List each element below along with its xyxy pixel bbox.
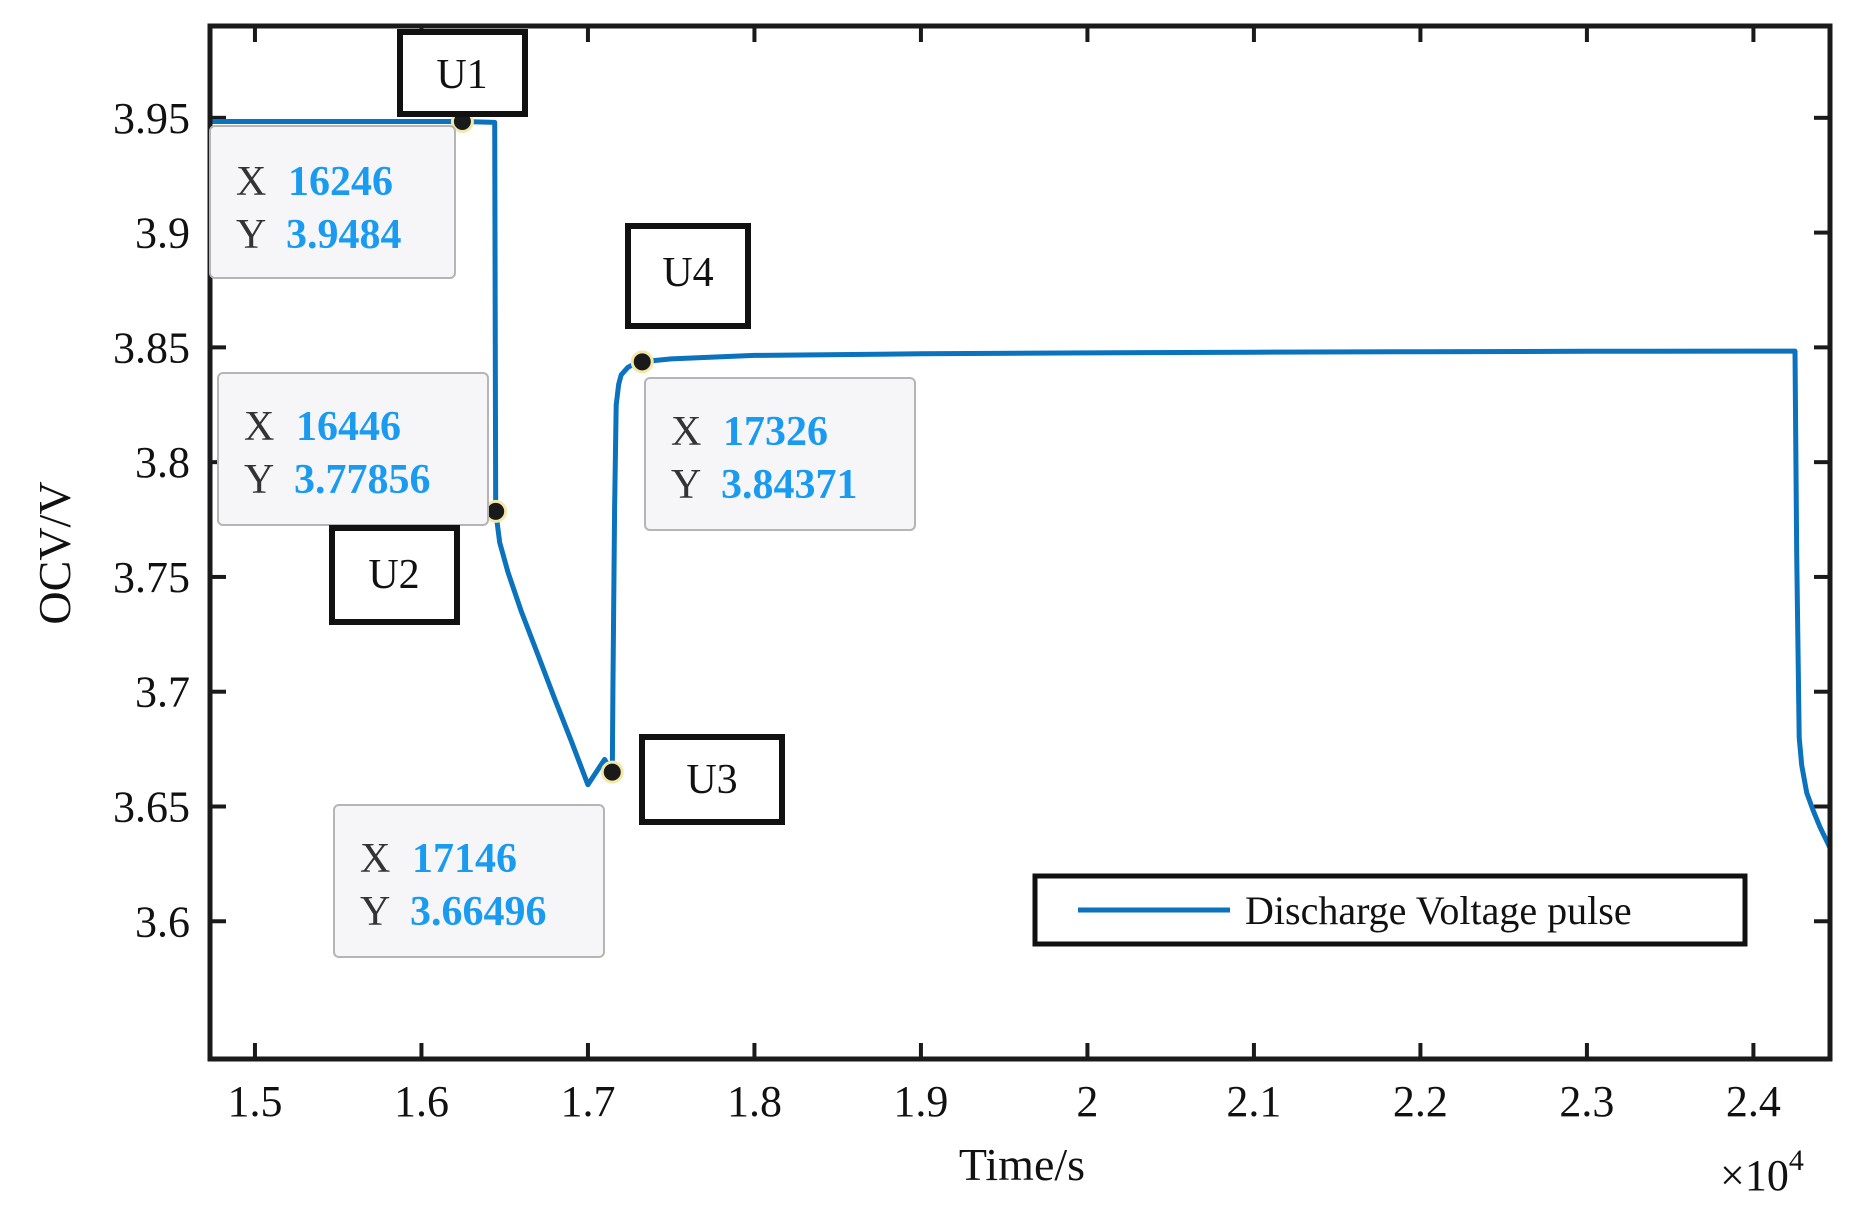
datatip-y-value: 3.66496 (410, 889, 547, 935)
datatip-x-value: 17146 (412, 836, 517, 882)
x-tick-label: 2.1 (1226, 1077, 1281, 1126)
label-box (329, 525, 460, 625)
datatip-x-value: 16246 (288, 159, 393, 205)
label-u2: U2 (329, 525, 460, 625)
axis-ticks: 1.5 1.6 1.7 1.8 1.9 2 2.1 2.2 2.3 2.4 3.6 3.65 3.7 3.… (113, 26, 1830, 1126)
y-tick-label: 3.85 (113, 323, 190, 372)
datatip-marker (630, 350, 654, 374)
datatip-u4: X 17326 Y 3.84371 (644, 377, 916, 531)
datatip-y-letter: Y (671, 462, 701, 508)
y-tick-label: 3.8 (135, 438, 190, 487)
y-axis-title: OCV/V (29, 481, 80, 624)
datatip-y-value: 3.9484 (286, 212, 402, 258)
x-tick-label: 2.3 (1559, 1077, 1614, 1126)
x-axis-title: Time/s (959, 1139, 1085, 1190)
x-tick-label: 2 (1076, 1077, 1098, 1126)
legend: Discharge Voltage pulse (1032, 873, 1748, 947)
x-tick-label: 1.7 (560, 1077, 615, 1126)
datatip-box (333, 804, 605, 958)
x-tick-label: 2.2 (1393, 1077, 1448, 1126)
datatip-box (644, 377, 916, 531)
series-line (210, 119, 1833, 849)
datatip-x-value: 17326 (723, 409, 828, 455)
x-multiplier: ×104 (1720, 1144, 1804, 1200)
datatip-x-letter: X (360, 836, 390, 882)
y-tick-label: 3.95 (113, 94, 190, 143)
legend-box (1032, 873, 1748, 947)
datatip-y-letter: Y (360, 889, 390, 935)
label-box (625, 223, 751, 329)
datatip-x-letter: X (244, 404, 274, 450)
datatip-y-letter: Y (244, 457, 274, 503)
series-layer (210, 119, 1833, 849)
x-tick-label: 1.8 (727, 1077, 782, 1126)
label-text: U3 (686, 757, 737, 803)
y-tick-label: 3.9 (135, 209, 190, 258)
datatip-y-letter: Y (236, 212, 266, 258)
y-tick-label: 3.65 (113, 782, 190, 831)
x-multiplier-exponent: 4 (1789, 1144, 1804, 1177)
datatip-y-value: 3.77856 (294, 457, 431, 503)
label-text: U4 (662, 250, 713, 296)
x-tick-label: 1.9 (893, 1077, 948, 1126)
datatip-u3: X 17146 Y 3.66496 (333, 804, 605, 958)
y-tick-label: 3.6 (135, 897, 190, 946)
label-u3: U3 (639, 734, 785, 825)
x-tick-label: 1.6 (394, 1077, 449, 1126)
datatip-u1: X 16246 Y 3.9484 (209, 125, 456, 279)
label-text: U2 (368, 552, 419, 598)
datatip-box (209, 125, 456, 279)
legend-label: Discharge Voltage pulse (1245, 888, 1632, 933)
x-tick-label: 1.5 (227, 1077, 282, 1126)
datatip-u2: X 16446 Y 3.77856 (217, 372, 489, 526)
label-text: U1 (436, 52, 487, 98)
datatip-x-letter: X (236, 159, 266, 205)
datatip-x-letter: X (671, 409, 701, 455)
x-multiplier-base: ×10 (1720, 1151, 1789, 1200)
y-tick-label: 3.75 (113, 553, 190, 602)
label-u1: U1 (397, 29, 528, 117)
datatip-marker (600, 760, 624, 784)
y-tick-label: 3.7 (135, 668, 190, 717)
plot-frame (207, 23, 1833, 1062)
label-u4: U4 (625, 223, 751, 329)
datatip-y-value: 3.84371 (721, 462, 858, 508)
label-box (397, 29, 528, 117)
datatip-x-value: 16446 (296, 404, 401, 450)
label-box (639, 734, 785, 825)
x-tick-label: 2.4 (1726, 1077, 1781, 1126)
